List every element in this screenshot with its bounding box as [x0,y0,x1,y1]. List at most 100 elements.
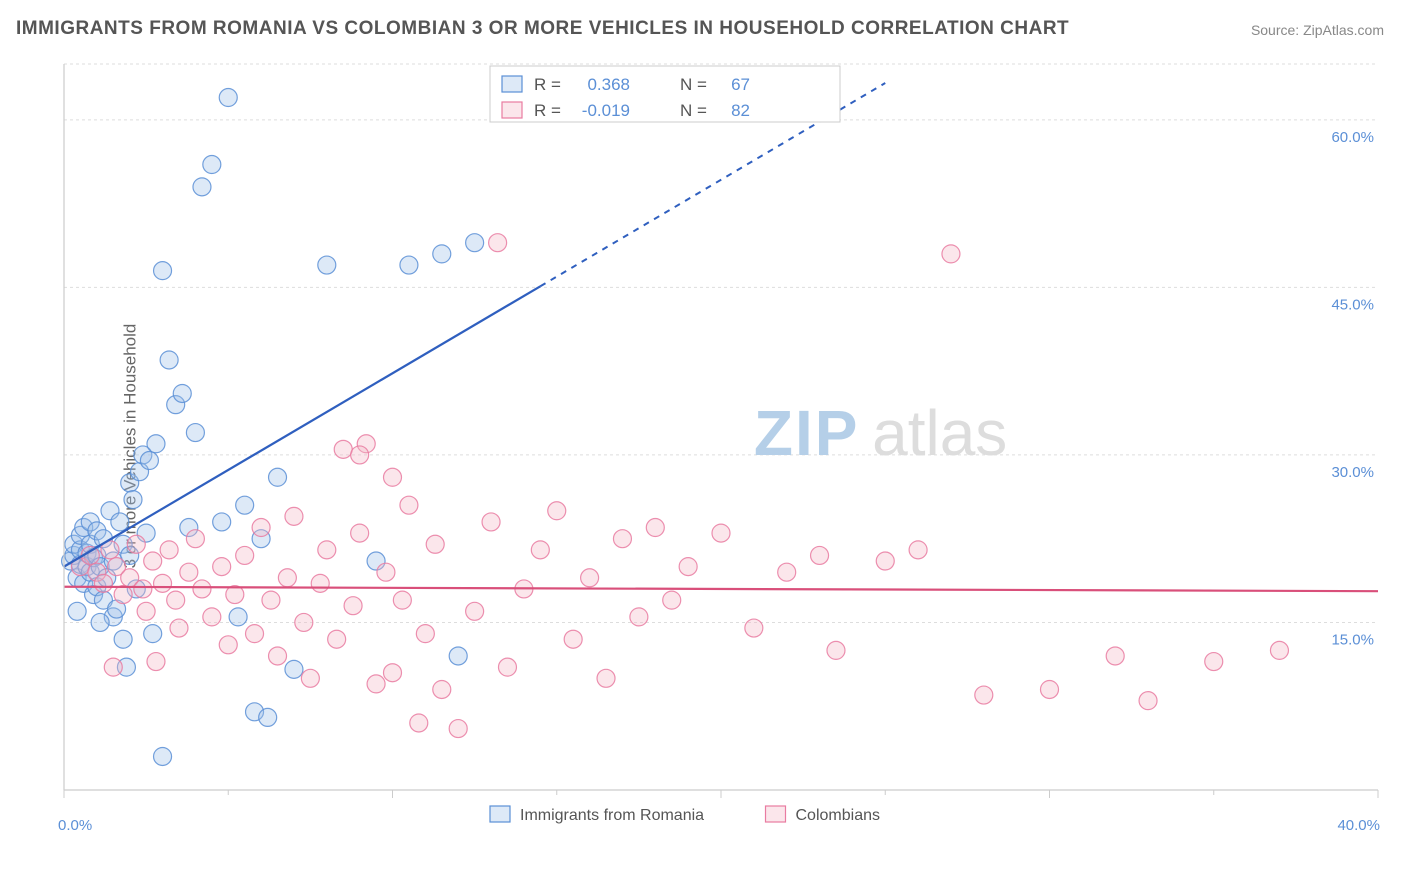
data-point-colombians [1106,647,1124,665]
data-point-colombians [269,647,287,665]
data-point-colombians [489,234,507,252]
data-point-colombians [137,602,155,620]
data-point-colombians [219,636,237,654]
data-point-colombians [311,574,329,592]
data-point-colombians [384,468,402,486]
data-point-romania [114,630,132,648]
data-point-romania [203,156,221,174]
data-point-romania [466,234,484,252]
data-point-colombians [167,591,185,609]
data-point-romania [91,613,109,631]
legend-swatch-romania [502,76,522,92]
data-point-colombians [646,519,664,537]
data-point-colombians [1139,692,1157,710]
legend-r-label-romania: R = [534,75,561,94]
data-point-romania [229,608,247,626]
data-point-romania [269,468,287,486]
data-point-colombians [295,613,313,631]
data-point-colombians [351,446,369,464]
data-point-romania [449,647,467,665]
legend-n-label-romania: N = [680,75,707,94]
data-point-colombians [778,563,796,581]
data-point-colombians [367,675,385,693]
data-point-colombians [909,541,927,559]
data-point-colombians [712,524,730,542]
trendline-colombians [64,587,1378,591]
data-point-colombians [262,591,280,609]
data-point-colombians [597,669,615,687]
data-point-colombians [581,569,599,587]
data-point-romania [68,602,86,620]
data-point-romania [144,625,162,643]
y-tick-label: 45.0% [1331,296,1374,313]
data-point-colombians [466,602,484,620]
chart-title: IMMIGRANTS FROM ROMANIA VS COLOMBIAN 3 O… [16,18,1069,40]
data-point-colombians [449,720,467,738]
data-point-colombians [433,680,451,698]
data-point-colombians [114,586,132,604]
y-tick-label: 60.0% [1331,129,1374,146]
data-point-romania [259,708,277,726]
data-point-colombians [679,558,697,576]
data-point-colombians [876,552,894,570]
data-point-colombians [393,591,411,609]
data-point-colombians [127,535,145,553]
data-point-colombians [531,541,549,559]
data-point-romania [160,351,178,369]
data-point-colombians [144,552,162,570]
data-point-colombians [170,619,188,637]
legend-n-label-colombians: N = [680,101,707,120]
data-point-colombians [1205,653,1223,671]
data-point-colombians [942,245,960,263]
data-point-colombians [384,664,402,682]
watermark-atlas: atlas [872,397,1007,469]
legend-r-value-colombians: -0.019 [582,101,630,120]
data-point-colombians [1041,680,1059,698]
data-point-colombians [285,507,303,525]
data-point-colombians [246,625,264,643]
watermark-zip: ZIP [754,397,860,469]
scatter-chart: ZIPatlas0.0%40.0%15.0%30.0%45.0%60.0%R =… [50,58,1390,838]
data-point-colombians [613,530,631,548]
data-point-colombians [344,597,362,615]
data-point-romania [154,747,172,765]
data-point-colombians [160,541,178,559]
data-point-romania [124,491,142,509]
data-point-colombians [663,591,681,609]
data-point-colombians [180,563,198,581]
data-point-colombians [745,619,763,637]
data-point-romania [318,256,336,274]
data-point-colombians [328,630,346,648]
data-point-colombians [318,541,336,559]
data-point-colombians [134,580,152,598]
data-point-colombians [630,608,648,626]
x-legend-swatch-romania [490,806,510,822]
data-point-colombians [203,608,221,626]
y-tick-label: 15.0% [1331,631,1374,648]
data-point-colombians [278,569,296,587]
y-tick-label: 30.0% [1331,464,1374,481]
x-legend-label-colombians: Colombians [796,807,880,824]
data-point-colombians [236,546,254,564]
x-legend-swatch-colombians [766,806,786,822]
data-point-colombians [154,574,172,592]
trendline-romania [64,286,540,566]
data-point-colombians [351,524,369,542]
source-attribution: Source: ZipAtlas.com [1251,22,1384,38]
x-tick-label-min: 0.0% [58,817,92,834]
data-point-colombians [193,580,211,598]
data-point-colombians [548,502,566,520]
data-point-colombians [252,519,270,537]
data-point-romania [111,513,129,531]
data-point-colombians [827,641,845,659]
data-point-romania [186,424,204,442]
data-point-colombians [186,530,204,548]
data-point-romania [285,660,303,678]
data-point-romania [219,89,237,107]
data-point-colombians [811,546,829,564]
data-point-romania [173,384,191,402]
x-legend-label-romania: Immigrants from Romania [520,807,704,824]
data-point-romania [140,452,158,470]
legend-n-value-romania: 67 [731,75,750,94]
data-point-romania [236,496,254,514]
